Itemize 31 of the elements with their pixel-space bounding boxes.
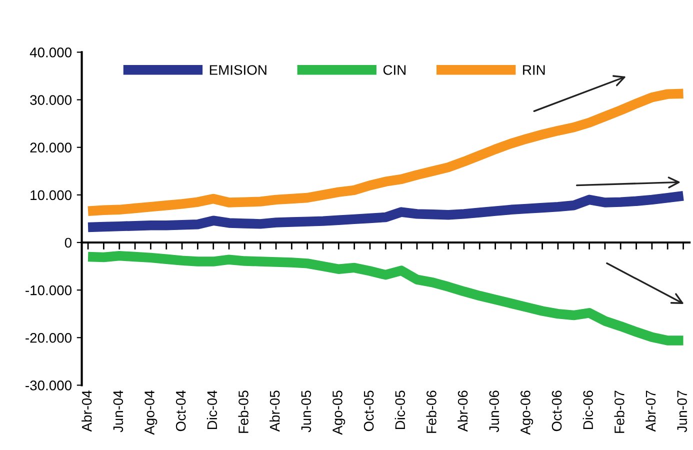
x-tick-label: Dic-06 — [582, 390, 594, 430]
x-tick-label: Jun-04 — [113, 390, 124, 432]
y-tick-label: -20.000 — [26, 332, 72, 343]
x-tick-label: Feb-06 — [426, 390, 436, 433]
x-tick-label: Ago-05 — [332, 390, 346, 435]
x-tick-label: Abr-07 — [645, 390, 656, 432]
x-tick-label: Jun-06 — [489, 390, 500, 432]
x-tick-label: Oct-06 — [552, 390, 562, 432]
y-tick-label: 20.000 — [30, 142, 72, 153]
legend-label: CIN — [383, 65, 406, 75]
x-tick-label: Oct-04 — [176, 390, 186, 432]
x-tick-label: Ago-06 — [520, 390, 534, 435]
y-tick-label: -30.000 — [26, 380, 72, 390]
x-tick-label: Oct-05 — [364, 390, 374, 432]
x-tick-label: Jun-07 — [677, 390, 687, 432]
legend-label: RIN — [523, 65, 545, 75]
y-tick-label: -10.000 — [26, 285, 72, 296]
x-tick-label: Jun-05 — [301, 390, 312, 432]
x-tick-label: Feb-05 — [238, 390, 248, 433]
y-tick-label: 0 — [64, 238, 72, 248]
x-tick-label: Dic-05 — [394, 390, 406, 430]
x-tick-label: Feb-07 — [614, 390, 624, 433]
y-tick-label: 40.000 — [30, 48, 72, 58]
x-tick-label: Ago-04 — [144, 390, 158, 435]
y-tick-label: 30.000 — [30, 95, 72, 105]
x-tick-label: Abr-04 — [82, 390, 92, 432]
y-tick-label: 10.000 — [30, 190, 72, 200]
legend-label: EMISION — [210, 65, 266, 75]
x-tick-label: Abr-05 — [270, 390, 280, 432]
x-tick-label: Abr-06 — [458, 390, 468, 432]
x-tick-label: Dic-04 — [206, 390, 218, 430]
